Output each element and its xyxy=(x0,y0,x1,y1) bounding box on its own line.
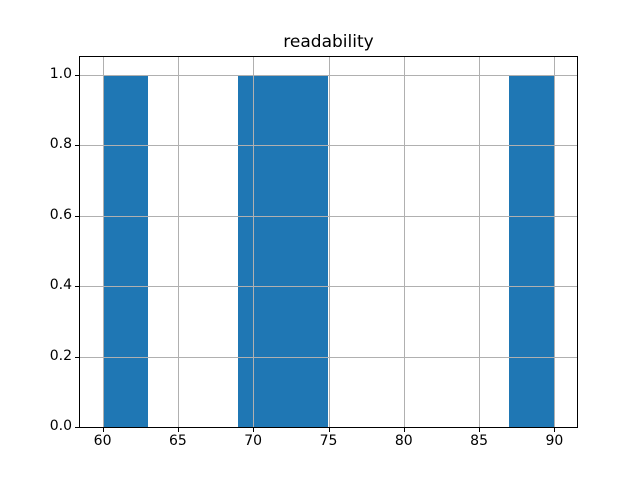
y-tick xyxy=(75,427,79,428)
y-gridline xyxy=(80,427,577,428)
x-tick-label: 60 xyxy=(93,433,112,449)
x-tick-label: 90 xyxy=(545,433,564,449)
y-gridline xyxy=(80,74,577,76)
x-gridline xyxy=(479,57,481,427)
x-gridline xyxy=(102,57,104,427)
y-tick xyxy=(75,74,79,76)
x-tick xyxy=(328,428,330,432)
x-gridline xyxy=(177,57,179,427)
x-tick xyxy=(554,428,556,432)
y-gridline xyxy=(80,215,577,217)
histogram-bar xyxy=(102,74,148,427)
y-tick xyxy=(75,145,79,147)
x-tick-label: 80 xyxy=(394,433,413,449)
x-tick xyxy=(253,428,255,432)
x-tick xyxy=(102,428,104,432)
x-tick-label: 85 xyxy=(470,433,488,449)
y-tick-label: 0.6 xyxy=(49,206,72,223)
x-gridline xyxy=(328,57,330,427)
y-tick xyxy=(75,356,79,358)
y-tick xyxy=(75,215,79,217)
y-tick-label: 1.0 xyxy=(49,65,72,82)
histogram-bar xyxy=(238,74,284,427)
y-tick-label: 0.2 xyxy=(49,347,72,364)
plot-area xyxy=(79,56,578,428)
y-tick-label: 0.0 xyxy=(49,418,72,434)
x-tick-label: 75 xyxy=(319,433,338,449)
y-gridline xyxy=(80,286,577,288)
x-tick-label: 65 xyxy=(168,433,187,449)
y-tick-label: 0.4 xyxy=(49,277,72,294)
x-gridline xyxy=(554,57,556,427)
x-tick-label: 70 xyxy=(244,433,263,449)
x-tick xyxy=(177,428,179,432)
y-gridline xyxy=(80,145,577,147)
x-gridline xyxy=(403,57,405,427)
histogram-bar xyxy=(283,74,329,427)
chart-title: readability xyxy=(283,32,374,52)
y-tick-label: 0.8 xyxy=(49,136,72,153)
x-tick xyxy=(403,428,405,432)
histogram-bar xyxy=(509,74,555,427)
x-gridline xyxy=(253,57,255,427)
x-tick xyxy=(479,428,481,432)
y-gridline xyxy=(80,356,577,358)
y-tick xyxy=(75,286,79,288)
